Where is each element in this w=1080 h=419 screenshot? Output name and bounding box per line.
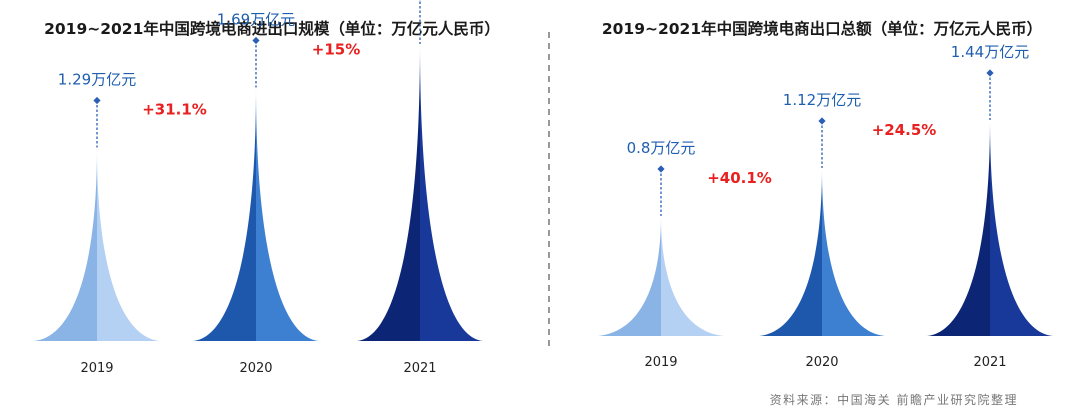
growth-label: +31.1% (142, 101, 207, 119)
x-tick-label: 2019 (644, 355, 677, 370)
bar-2021 (357, 44, 483, 341)
marker-diamond (657, 165, 665, 173)
x-tick-label: 2020 (805, 355, 838, 370)
bar-shape-left (598, 216, 661, 336)
bar-shape-right (990, 120, 1053, 336)
x-tick-label: 2021 (973, 355, 1006, 370)
bar-shape-right (97, 147, 160, 341)
source-note: 资料来源：中国海关 前瞻产业研究院整理 (770, 392, 1018, 407)
bar-shape-left (193, 87, 256, 341)
bar-shape-left (927, 120, 990, 336)
chart-title: 2019~2021年中国跨境电商出口总额（单位：万亿元人民币） (602, 19, 1042, 38)
data-label: 0.8万亿元 (627, 139, 696, 157)
data-label: 1.29万亿元 (58, 71, 136, 89)
bar-shape-left (357, 44, 420, 341)
x-tick-label: 2020 (239, 361, 272, 376)
chart-export-total: 2019~2021年中国跨境电商出口总额（单位：万亿元人民币） 0.8万亿元 20… (598, 19, 1053, 370)
chart-import-export-scale: 2019~2021年中国跨境电商进出口规模（单位：万亿元人民币） 1.29万亿元… (34, 0, 500, 376)
bar-2020 (759, 168, 885, 336)
bar-2021 (927, 120, 1053, 336)
data-label: 1.12万亿元 (783, 91, 861, 109)
bar-shape-left (759, 168, 822, 336)
bar-shape-right (420, 44, 483, 341)
x-tick-label: 2019 (80, 361, 113, 376)
bar-2019 (598, 216, 724, 336)
marker-diamond (419, 0, 421, 1)
marker-diamond (986, 69, 994, 77)
chart-marks: 1.29万亿元20191.69万亿元20201.98万亿元2021+31.1%+… (34, 0, 483, 376)
marker-diamond (818, 117, 826, 125)
growth-label: +40.1% (707, 169, 772, 187)
growth-label: +15% (312, 41, 360, 59)
bar-shape-right (256, 87, 319, 341)
bar-shape-left (34, 147, 97, 341)
bar-2020 (193, 87, 319, 341)
x-tick-label: 2021 (403, 361, 436, 376)
chart-title: 2019~2021年中国跨境电商进出口规模（单位：万亿元人民币） (44, 19, 500, 38)
data-label: 1.44万亿元 (951, 43, 1029, 61)
bar-shape-right (661, 216, 724, 336)
bar-shape-right (822, 168, 885, 336)
marker-diamond (93, 96, 101, 105)
growth-label: +24.5% (872, 121, 937, 139)
data-label: 1.69万亿元 (217, 11, 295, 29)
marker-diamond (252, 36, 260, 45)
bar-2019 (34, 147, 160, 341)
chart-marks: 0.8万亿元 2019 1.12万亿元 2020 1.44万亿元 2021 +40.1% +2… (598, 43, 1053, 370)
